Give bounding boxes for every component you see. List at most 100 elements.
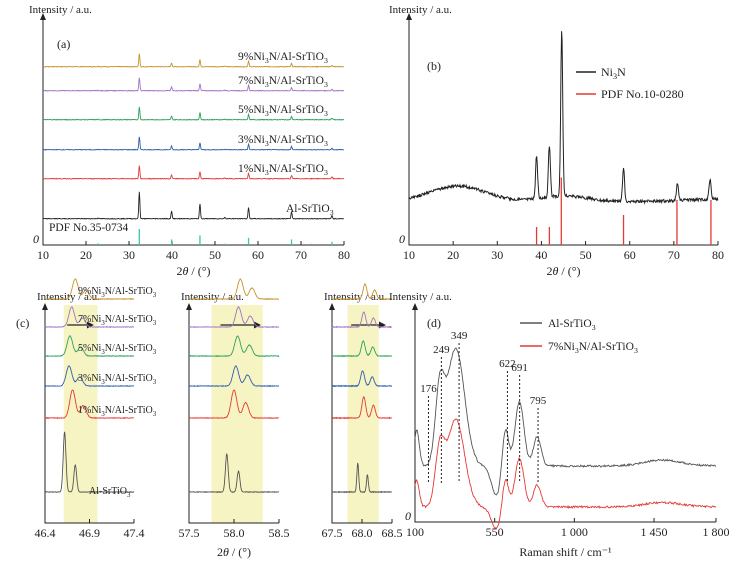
panel-c3-series-0 xyxy=(331,282,393,301)
panel-b-origin: 0 xyxy=(399,232,405,246)
panel-a-legend-3: 3%Ni3N/Al-SrTiO3 xyxy=(238,134,328,148)
panel-b-legend-ref: PDF No.10-0280 xyxy=(601,87,684,101)
panel-c1-axes-arrow xyxy=(42,303,48,310)
panel-c2-highlight xyxy=(211,305,263,523)
panel-d-legend-0: Al-SrTiO3 xyxy=(548,318,596,332)
panel-d-annotation-5: 795 xyxy=(530,395,547,407)
panel-c2-arrow-head xyxy=(254,321,261,329)
panel-c-legend-5: Al-SrTiO3 xyxy=(89,486,131,499)
panel-c3-x-tick-label-0: 67.5 xyxy=(322,526,343,540)
panel-a-series-5 xyxy=(42,191,345,220)
panel-c2-series-2 xyxy=(188,335,280,358)
panel-a-ylabel: Intensity / a.u. xyxy=(29,4,92,16)
panel-a-origin: 0 xyxy=(33,232,39,246)
panel-a-series-3 xyxy=(42,136,345,151)
panel-c1-series-1 xyxy=(44,306,135,329)
panel-c2-series-3 xyxy=(188,365,280,388)
panel-c1-series-5 xyxy=(44,431,135,494)
panel-c1-series-4 xyxy=(44,389,135,420)
panel-a-x-tick-label-3: 40 xyxy=(166,248,178,262)
panel-d-legend-1: 7%Ni3N/Al-SrTiO3 xyxy=(548,341,638,355)
panel-c-legend-2: 5%Ni3N/Al-SrTiO3 xyxy=(78,343,157,356)
panel-c1-x-tick-label-2: 47.4 xyxy=(124,526,145,540)
panel-c3-axes-arrow xyxy=(329,303,335,310)
panel-a-series-0 xyxy=(43,53,345,68)
panel-c2-x-tick-label-1: 58.0 xyxy=(224,526,245,540)
panel-b-x-tick-label-6: 70 xyxy=(668,248,680,262)
panel-a-x-tick-label-7: 80 xyxy=(338,248,350,262)
panel-c3-series-2 xyxy=(331,340,392,358)
panel-c3-x-tick-label-1: 68.0 xyxy=(352,526,373,540)
panel-c1-x-tick-label-0: 46.4 xyxy=(35,526,56,540)
panel-b-legend-ni3n: Ni3N xyxy=(601,65,626,81)
panel-a-series-1 xyxy=(42,77,345,92)
panel-d-annotation-0: 176 xyxy=(420,383,437,395)
panel-a-x-tick-label-4: 50 xyxy=(209,248,221,262)
panel-b-xlabel: 2θ / (°) xyxy=(546,264,580,278)
panel-b-x-tick-label-4: 50 xyxy=(580,248,592,262)
panel-d-series-1 xyxy=(414,418,716,530)
panel-c2-x-tick-label-0: 57.5 xyxy=(179,526,200,540)
panel-c2-series-1 xyxy=(188,306,280,328)
panel-d-annotation-4: 691 xyxy=(511,362,528,374)
panel-a-axes-arrow xyxy=(40,13,46,20)
panel-c-label: (c) xyxy=(16,316,29,330)
panel-c3-series-3 xyxy=(331,370,393,388)
panel-d-ylabel: Intensity / a.u. xyxy=(389,291,452,303)
panel-b-axes-arrow xyxy=(406,13,412,20)
panel-c-legend-4: 1%Ni3N/Al-SrTiO3 xyxy=(78,405,157,418)
panel-d-annotation-3: 622 xyxy=(499,358,516,370)
panel-a-legend-0: 9%Ni3N/Al-SrTiO3 xyxy=(238,51,328,65)
panel-d-annotation-2: 349 xyxy=(451,330,468,342)
panel-c2-axes-arrow xyxy=(186,303,192,310)
panel-a-legend-2: 5%Ni3N/Al-SrTiO3 xyxy=(238,104,328,118)
panel-c2-series-5 xyxy=(188,452,280,494)
panel-d-x-tick-label-2: 1 000 xyxy=(561,525,588,539)
panel-a-x-tick-label-1: 20 xyxy=(80,248,92,262)
panel-c2-series-0 xyxy=(188,278,279,301)
panel-d-xlabel: Raman shift / cm⁻¹ xyxy=(519,545,612,559)
panel-a-legend-1: 7%Ni3N/Al-SrTiO3 xyxy=(238,75,328,89)
panel-c3-series-5 xyxy=(331,462,393,494)
panel-c-legend-3: 3%Ni3N/Al-SrTiO3 xyxy=(78,373,157,386)
panel-d-x-tick-label-0: 100 xyxy=(406,525,424,539)
panel-c1-highlight xyxy=(63,305,98,523)
panel-a-x-tick-label-6: 70 xyxy=(295,248,307,262)
panel-c3-series-4 xyxy=(332,395,393,420)
panel-b-series-ni3n xyxy=(408,31,719,205)
panel-a-x-tick-label-0: 10 xyxy=(37,248,49,262)
panel-c1-series-2 xyxy=(44,335,135,358)
panel-c-xlabel: 2θ / (°) xyxy=(217,545,251,559)
panel-c1-series-0 xyxy=(44,278,134,301)
panel-a-x-tick-label-2: 30 xyxy=(123,248,135,262)
panel-d-label: (d) xyxy=(427,316,441,330)
panel-c1-x-tick-label-1: 46.9 xyxy=(79,526,100,540)
panel-c2-ylabel: Intensity / a.u. xyxy=(181,291,244,303)
panel-a-reference-label: PDF No.35-0734 xyxy=(49,222,128,234)
panel-c-legend-1: 7%Ni3N/Al-SrTiO3 xyxy=(78,314,157,327)
panel-b-x-tick-label-1: 20 xyxy=(447,248,459,262)
panel-a-legend-4: 1%Ni3N/Al-SrTiO3 xyxy=(238,163,328,177)
panel-d-x-tick-label-3: 1 450 xyxy=(641,525,668,539)
panel-c3-x-tick-label-2: 68.5 xyxy=(382,526,403,540)
panel-d-axes-arrow xyxy=(412,303,418,310)
panel-d-series-0 xyxy=(414,347,717,496)
panel-c3-highlight xyxy=(347,305,379,523)
panel-a-series-2 xyxy=(42,106,345,121)
panel-c2-x-tick-label-2: 58.5 xyxy=(269,526,290,540)
panel-b-x-tick-label-2: 30 xyxy=(491,248,503,262)
panel-b-ylabel: Intensity / a.u. xyxy=(389,4,452,16)
panel-c3-series-1 xyxy=(331,311,393,329)
panel-b-label: (b) xyxy=(427,59,441,73)
panel-a-legend-5: Al-SrTiO3 xyxy=(286,203,334,217)
panel-d-origin: 0 xyxy=(405,509,411,523)
panel-c1-series-3 xyxy=(44,365,134,387)
panel-d-x-tick-label-1: 550 xyxy=(486,525,504,539)
panel-a-series-4 xyxy=(42,165,345,180)
panel-b-x-tick-label-7: 80 xyxy=(712,248,724,262)
panel-d-x-tick-label-4: 1 800 xyxy=(703,525,730,539)
panel-a-label: (a) xyxy=(57,37,70,51)
panel-c2-series-4 xyxy=(188,389,280,420)
panel-c3-ylabel: Intensity / a.u. xyxy=(324,291,387,303)
